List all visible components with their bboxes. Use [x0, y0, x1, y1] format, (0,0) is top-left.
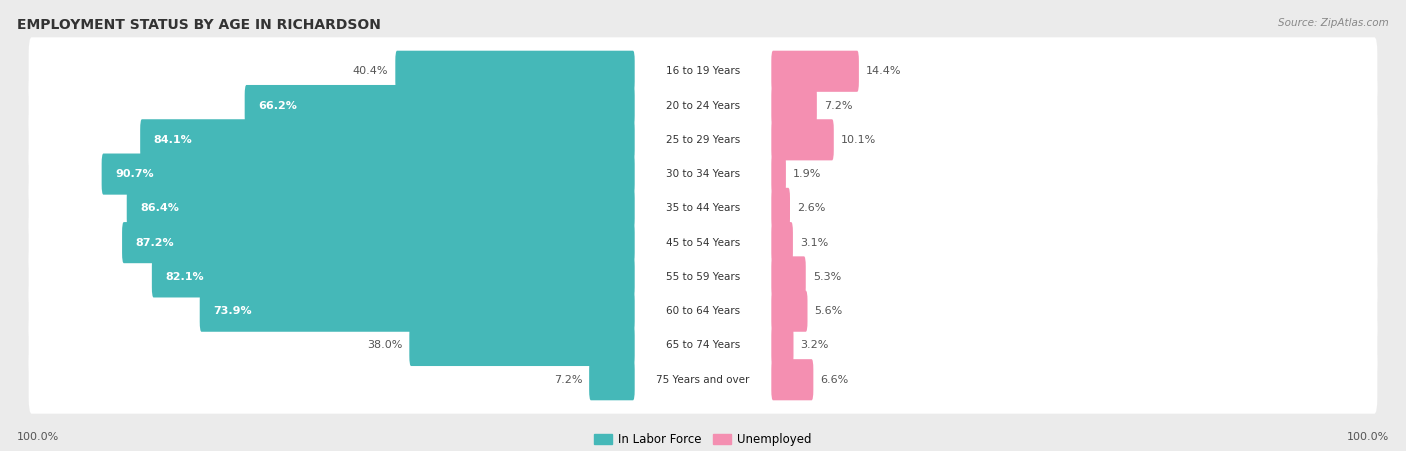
FancyBboxPatch shape	[772, 222, 793, 263]
FancyBboxPatch shape	[772, 325, 793, 366]
FancyBboxPatch shape	[772, 51, 859, 92]
FancyBboxPatch shape	[28, 175, 1378, 242]
FancyBboxPatch shape	[772, 119, 834, 161]
FancyBboxPatch shape	[101, 153, 634, 195]
FancyBboxPatch shape	[200, 290, 634, 332]
Text: 10.1%: 10.1%	[841, 135, 876, 145]
Text: 66.2%: 66.2%	[259, 101, 297, 110]
Text: 7.2%: 7.2%	[554, 375, 582, 385]
Text: 87.2%: 87.2%	[135, 238, 174, 248]
FancyBboxPatch shape	[141, 119, 634, 161]
FancyBboxPatch shape	[245, 85, 634, 126]
Text: 30 to 34 Years: 30 to 34 Years	[666, 169, 740, 179]
FancyBboxPatch shape	[772, 359, 813, 400]
FancyBboxPatch shape	[28, 106, 1378, 174]
Text: 3.2%: 3.2%	[800, 341, 830, 350]
Text: 55 to 59 Years: 55 to 59 Years	[666, 272, 740, 282]
Text: 3.1%: 3.1%	[800, 238, 828, 248]
FancyBboxPatch shape	[122, 222, 634, 263]
FancyBboxPatch shape	[772, 188, 790, 229]
Text: 60 to 64 Years: 60 to 64 Years	[666, 306, 740, 316]
FancyBboxPatch shape	[28, 209, 1378, 276]
Text: 35 to 44 Years: 35 to 44 Years	[666, 203, 740, 213]
Text: 6.6%: 6.6%	[820, 375, 849, 385]
FancyBboxPatch shape	[28, 346, 1378, 414]
FancyBboxPatch shape	[152, 256, 634, 298]
Text: 5.6%: 5.6%	[814, 306, 842, 316]
Text: 100.0%: 100.0%	[1347, 432, 1389, 442]
FancyBboxPatch shape	[772, 85, 817, 126]
FancyBboxPatch shape	[28, 37, 1378, 105]
FancyBboxPatch shape	[28, 72, 1378, 139]
Text: 82.1%: 82.1%	[166, 272, 204, 282]
Text: Source: ZipAtlas.com: Source: ZipAtlas.com	[1278, 18, 1389, 28]
Text: 2.6%: 2.6%	[797, 203, 825, 213]
FancyBboxPatch shape	[589, 359, 634, 400]
FancyBboxPatch shape	[28, 277, 1378, 345]
Text: 20 to 24 Years: 20 to 24 Years	[666, 101, 740, 110]
Text: 65 to 74 Years: 65 to 74 Years	[666, 341, 740, 350]
Text: 5.3%: 5.3%	[813, 272, 841, 282]
Text: 14.4%: 14.4%	[866, 66, 901, 76]
Text: 38.0%: 38.0%	[367, 341, 402, 350]
FancyBboxPatch shape	[395, 51, 634, 92]
Text: 90.7%: 90.7%	[115, 169, 153, 179]
FancyBboxPatch shape	[772, 256, 806, 298]
FancyBboxPatch shape	[28, 140, 1378, 208]
FancyBboxPatch shape	[772, 290, 807, 332]
Text: 45 to 54 Years: 45 to 54 Years	[666, 238, 740, 248]
Text: 16 to 19 Years: 16 to 19 Years	[666, 66, 740, 76]
FancyBboxPatch shape	[772, 153, 786, 195]
Text: 40.4%: 40.4%	[353, 66, 388, 76]
FancyBboxPatch shape	[409, 325, 634, 366]
Text: 75 Years and over: 75 Years and over	[657, 375, 749, 385]
Text: 100.0%: 100.0%	[17, 432, 59, 442]
FancyBboxPatch shape	[28, 243, 1378, 311]
Text: 1.9%: 1.9%	[793, 169, 821, 179]
Text: 25 to 29 Years: 25 to 29 Years	[666, 135, 740, 145]
FancyBboxPatch shape	[127, 188, 634, 229]
Text: 7.2%: 7.2%	[824, 101, 852, 110]
Text: 84.1%: 84.1%	[153, 135, 193, 145]
FancyBboxPatch shape	[28, 312, 1378, 379]
Text: 73.9%: 73.9%	[214, 306, 252, 316]
Text: 86.4%: 86.4%	[141, 203, 179, 213]
Legend: In Labor Force, Unemployed: In Labor Force, Unemployed	[595, 433, 811, 446]
Text: EMPLOYMENT STATUS BY AGE IN RICHARDSON: EMPLOYMENT STATUS BY AGE IN RICHARDSON	[17, 18, 381, 32]
